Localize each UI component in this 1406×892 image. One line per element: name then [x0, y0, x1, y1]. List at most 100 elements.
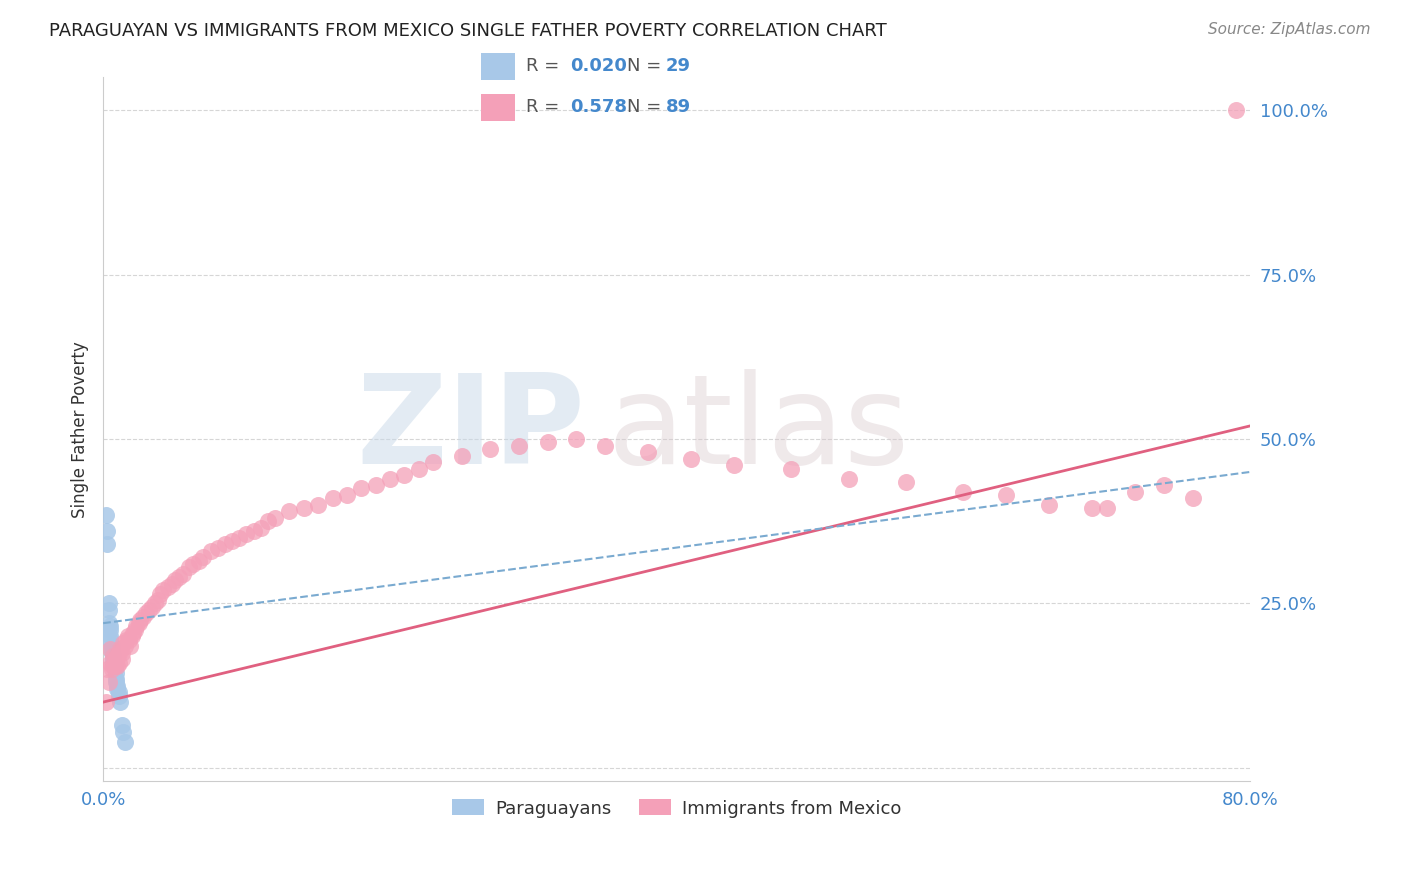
Point — [141, 599, 163, 614]
Point — [364, 478, 387, 492]
Point — [242, 524, 264, 538]
Point — [104, 659, 127, 673]
Point — [98, 656, 121, 670]
Point — [193, 550, 215, 565]
Point — [250, 521, 273, 535]
Point — [112, 636, 135, 650]
Text: ZIP: ZIP — [356, 368, 585, 490]
Point — [108, 646, 131, 660]
Point — [107, 659, 129, 673]
Text: Source: ZipAtlas.com: Source: ZipAtlas.com — [1208, 22, 1371, 37]
Point — [101, 648, 124, 663]
Point — [97, 597, 120, 611]
Point — [98, 642, 121, 657]
Point — [307, 498, 329, 512]
Point — [1225, 103, 1247, 118]
Point — [107, 679, 129, 693]
FancyBboxPatch shape — [481, 54, 515, 80]
Text: PARAGUAYAN VS IMMIGRANTS FROM MEXICO SINGLE FATHER POVERTY CORRELATION CHART: PARAGUAYAN VS IMMIGRANTS FROM MEXICO SIN… — [49, 22, 887, 40]
Point — [94, 508, 117, 522]
Point — [995, 488, 1018, 502]
Point — [593, 439, 616, 453]
Y-axis label: Single Father Poverty: Single Father Poverty — [72, 341, 89, 517]
Point — [114, 734, 136, 748]
Point — [97, 616, 120, 631]
Point — [1123, 484, 1146, 499]
Point — [124, 623, 146, 637]
Point — [108, 685, 131, 699]
Point — [565, 432, 588, 446]
Point — [105, 656, 128, 670]
Text: atlas: atlas — [607, 368, 910, 490]
Point — [292, 501, 315, 516]
Point — [1081, 501, 1104, 516]
Point — [117, 629, 139, 643]
Point — [336, 488, 359, 502]
Point — [94, 695, 117, 709]
Point — [110, 642, 132, 657]
Point — [107, 648, 129, 663]
Point — [101, 648, 124, 663]
Point — [179, 560, 201, 574]
Point — [1095, 501, 1118, 516]
Point — [152, 583, 174, 598]
Point — [115, 632, 138, 647]
Point — [108, 656, 131, 670]
Point — [188, 554, 211, 568]
Point — [132, 609, 155, 624]
Point — [278, 504, 301, 518]
Point — [96, 524, 118, 538]
Point — [508, 439, 530, 453]
Point — [105, 672, 128, 686]
Point — [200, 544, 222, 558]
Point — [110, 695, 132, 709]
Point — [172, 566, 194, 581]
Point — [138, 603, 160, 617]
Point — [104, 662, 127, 676]
Point — [149, 586, 172, 600]
Point — [1153, 478, 1175, 492]
Point — [723, 458, 745, 473]
Point — [105, 665, 128, 680]
Point — [111, 646, 134, 660]
Point — [952, 484, 974, 499]
Point — [257, 514, 280, 528]
Point — [101, 656, 124, 670]
Text: 29: 29 — [666, 57, 692, 75]
Point — [392, 468, 415, 483]
Point — [111, 718, 134, 732]
Point — [780, 461, 803, 475]
Point — [111, 652, 134, 666]
Point — [98, 629, 121, 643]
Point — [108, 689, 131, 703]
Point — [321, 491, 343, 506]
Point — [637, 445, 659, 459]
Point — [98, 623, 121, 637]
Point — [228, 531, 250, 545]
Point — [422, 455, 444, 469]
Text: R =: R = — [526, 57, 565, 75]
Point — [100, 642, 122, 657]
Point — [128, 616, 150, 631]
Point — [264, 511, 287, 525]
Point — [160, 576, 183, 591]
Text: 0.020: 0.020 — [569, 57, 627, 75]
Point — [378, 471, 401, 485]
Point — [156, 580, 179, 594]
Text: N =: N = — [627, 57, 666, 75]
Point — [98, 632, 121, 647]
Point — [235, 527, 257, 541]
Text: 89: 89 — [666, 98, 692, 116]
Point — [350, 482, 373, 496]
Point — [97, 603, 120, 617]
Point — [100, 639, 122, 653]
Point — [450, 449, 472, 463]
Text: N =: N = — [627, 98, 666, 116]
Point — [114, 639, 136, 653]
Point — [207, 541, 229, 555]
Point — [129, 613, 152, 627]
Point — [894, 475, 917, 489]
Point — [120, 639, 142, 653]
Point — [408, 461, 430, 475]
Point — [183, 557, 205, 571]
